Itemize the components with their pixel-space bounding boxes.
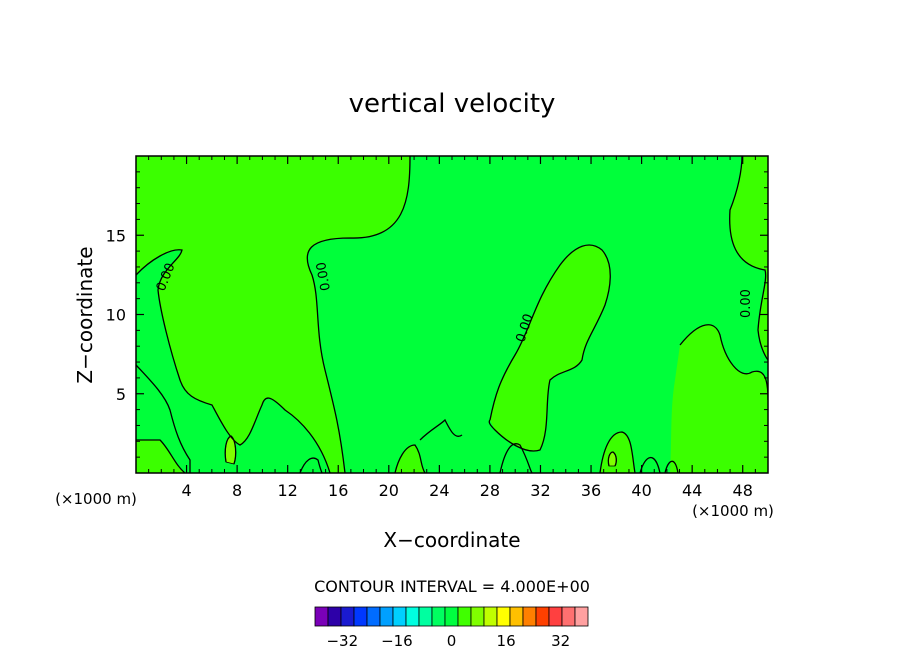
colorbar-swatch <box>483 606 498 627</box>
colorbar-swatch <box>431 606 446 627</box>
x-axis-ticks: 4 8 12 16 20 24 28 32 36 40 44 48 <box>148 156 756 500</box>
contour-label: 0.00 <box>739 289 754 318</box>
colorbar <box>314 606 589 627</box>
contour-line <box>729 156 768 361</box>
x-tick-label: 28 <box>480 481 500 500</box>
colorbar-swatch <box>509 606 524 627</box>
x-axis-label: X−coordinate <box>383 528 520 552</box>
contour-line <box>664 460 679 473</box>
colorbar-swatch <box>496 606 511 627</box>
positive-region-left <box>136 156 410 473</box>
contour-line <box>499 443 533 473</box>
colorbar-swatch <box>444 606 459 627</box>
colorbar-swatch <box>405 606 420 627</box>
contour-label: 0.00 <box>314 261 334 292</box>
colorbar-swatch <box>457 606 472 627</box>
contour-line <box>306 156 411 473</box>
x-tick-label: 20 <box>379 481 399 500</box>
contour-line <box>136 249 331 473</box>
contour-line <box>224 435 237 465</box>
positive-region-bottom-mid <box>395 445 425 473</box>
x-tick-label: 48 <box>733 481 753 500</box>
positive-region-center <box>490 245 611 451</box>
x-tick-label: 4 <box>181 481 191 500</box>
contour-lines <box>136 156 768 473</box>
colorbar-swatch <box>535 606 550 627</box>
positive-regions <box>136 156 768 473</box>
colorbar-tick-label: 32 <box>551 632 570 650</box>
x-tick-label: 24 <box>429 481 449 500</box>
positive-region-right <box>729 156 768 360</box>
x-tick-label: 8 <box>232 481 242 500</box>
colorbar-swatch <box>561 606 576 627</box>
contour-line <box>607 451 617 467</box>
positive-region-bottom-left <box>136 440 185 473</box>
colorbar-swatch <box>353 606 368 627</box>
colorbar-swatch <box>574 606 589 627</box>
x-tick-label: 40 <box>631 481 651 500</box>
x-tick-label: 32 <box>530 481 550 500</box>
colorbar-tick-label: 0 <box>447 632 457 650</box>
positive-region-right-lower <box>670 324 768 473</box>
y-tick-label: 10 <box>106 306 126 325</box>
colorbar-swatch <box>340 606 355 627</box>
colorbar-swatch <box>522 606 537 627</box>
y-axis-label: Z−coordinate <box>73 246 97 383</box>
colorbar-tick-label: −16 <box>381 632 413 650</box>
colorbar-swatch <box>379 606 394 627</box>
colorbar-swatch <box>392 606 407 627</box>
x-tick-label: 12 <box>278 481 298 500</box>
chart-title: vertical velocity <box>349 89 556 119</box>
contour-line <box>679 324 768 401</box>
colorbar-swatch <box>470 606 485 627</box>
colorbar-tick-label: 16 <box>497 632 516 650</box>
y-axis-ticks: 5 10 15 <box>106 171 768 458</box>
y-tick-label: 5 <box>116 385 126 404</box>
contour-line <box>136 364 191 473</box>
colorbar-labels: −32 −16 0 16 32 <box>326 632 570 650</box>
x-unit-left: (×1000 m) <box>55 490 137 508</box>
colorbar-swatch <box>548 606 563 627</box>
colorbar-swatch <box>327 606 342 627</box>
colorbar-tick-label: −32 <box>326 632 358 650</box>
contour-line <box>394 444 426 473</box>
colorbar-swatch <box>418 606 433 627</box>
contour-line <box>599 431 636 473</box>
contour-line <box>488 244 611 452</box>
x-tick-label: 16 <box>328 481 348 500</box>
contour-line <box>299 457 323 473</box>
x-tick-label: 36 <box>581 481 601 500</box>
contour-line <box>419 418 463 441</box>
x-unit-right: (×1000 m) <box>692 502 774 520</box>
contour-line <box>136 439 186 473</box>
colorbar-swatch <box>366 606 381 627</box>
colorbar-swatch <box>314 606 329 627</box>
contour-interval-text: CONTOUR INTERVAL = 4.000E+00 <box>314 577 590 596</box>
plot-area: 0.00 0.00 0.00 0.00 <box>136 156 768 473</box>
y-tick-label: 15 <box>106 226 126 245</box>
x-tick-label: 44 <box>682 481 702 500</box>
